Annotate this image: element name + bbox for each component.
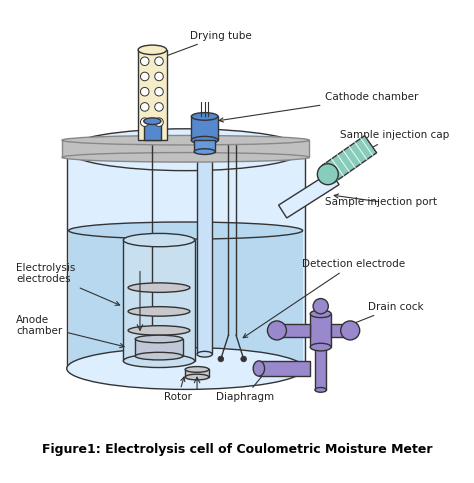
Bar [62, 140, 310, 157]
Circle shape [140, 87, 149, 96]
Text: Figure1: Electrolysis cell of Coulometric Moisture Meter: Figure1: Electrolysis cell of Coulometri… [42, 443, 432, 456]
Ellipse shape [191, 113, 218, 120]
Ellipse shape [135, 352, 183, 360]
Bar [194, 140, 215, 152]
Ellipse shape [69, 222, 302, 239]
Ellipse shape [135, 335, 183, 343]
Circle shape [155, 87, 163, 96]
Text: Electrolysis
electrodes: Electrolysis electrodes [16, 263, 119, 305]
Text: Sample injection cap: Sample injection cap [327, 130, 449, 172]
Ellipse shape [253, 361, 264, 376]
Ellipse shape [123, 233, 195, 247]
Text: Detection electrode: Detection electrode [243, 259, 405, 338]
Polygon shape [322, 136, 377, 183]
Ellipse shape [69, 360, 302, 377]
Circle shape [140, 72, 149, 81]
Ellipse shape [138, 45, 167, 55]
Text: Cathode chamber: Cathode chamber [219, 92, 419, 122]
Ellipse shape [67, 129, 304, 170]
Ellipse shape [144, 118, 161, 125]
Circle shape [241, 356, 246, 362]
Bar [331, 324, 350, 337]
Text: Drying tube: Drying tube [161, 30, 252, 58]
Text: Sample injection port: Sample injection port [326, 194, 438, 207]
Ellipse shape [310, 310, 331, 318]
Circle shape [140, 102, 149, 111]
Bar [144, 121, 161, 140]
Ellipse shape [62, 153, 310, 162]
Ellipse shape [197, 142, 212, 148]
Ellipse shape [185, 367, 209, 372]
Ellipse shape [128, 283, 190, 292]
Polygon shape [279, 172, 339, 218]
Bar [185, 369, 209, 377]
Bar [310, 314, 331, 347]
Circle shape [218, 356, 224, 362]
Ellipse shape [315, 387, 327, 392]
Bar [315, 347, 327, 390]
Circle shape [140, 57, 149, 66]
Bar [197, 145, 212, 354]
Bar [67, 150, 304, 369]
Ellipse shape [67, 348, 304, 389]
Text: Rotor: Rotor [164, 377, 192, 402]
Ellipse shape [310, 343, 331, 351]
Circle shape [341, 321, 360, 340]
Text: Diaphragm: Diaphragm [216, 371, 273, 402]
Circle shape [267, 321, 286, 340]
Circle shape [313, 298, 328, 314]
Text: Drain cock: Drain cock [340, 302, 424, 329]
Ellipse shape [318, 164, 338, 185]
Bar [259, 361, 310, 376]
Bar [191, 116, 218, 140]
Ellipse shape [185, 374, 209, 380]
Ellipse shape [191, 136, 218, 144]
Bar [138, 50, 167, 140]
Ellipse shape [128, 326, 190, 335]
Ellipse shape [128, 307, 190, 316]
Bar [123, 240, 195, 361]
Text: Anode
chamber: Anode chamber [16, 315, 124, 348]
Bar [135, 339, 183, 356]
Bar [69, 230, 302, 369]
Ellipse shape [62, 135, 310, 145]
Circle shape [155, 57, 163, 66]
Circle shape [155, 102, 163, 111]
Circle shape [140, 118, 149, 127]
Ellipse shape [197, 351, 212, 357]
Ellipse shape [123, 354, 195, 368]
Circle shape [155, 118, 163, 127]
Bar [277, 324, 310, 337]
Ellipse shape [194, 149, 215, 155]
Circle shape [155, 72, 163, 81]
